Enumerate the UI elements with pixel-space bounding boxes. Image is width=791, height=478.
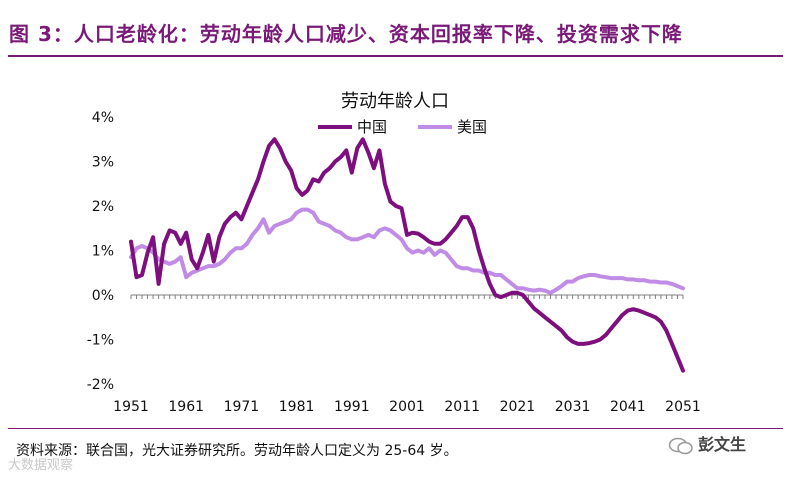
x-tick-label: 1991 bbox=[334, 399, 370, 415]
y-tick-label: -2% bbox=[87, 377, 114, 393]
legend: 中国 美国 bbox=[318, 118, 487, 136]
x-tick-label: 2001 bbox=[389, 399, 425, 415]
x-tick-label: 2041 bbox=[610, 399, 646, 415]
x-tick-label: 2011 bbox=[444, 399, 480, 415]
legend-label-us: 美国 bbox=[457, 118, 487, 136]
source-note: 资料来源：联合国，光大证券研究所。劳动年龄人口定义为 25-64 岁。 bbox=[16, 443, 458, 459]
source-divider bbox=[8, 428, 783, 429]
plot-area bbox=[129, 137, 685, 373]
x-tick-label: 2031 bbox=[555, 399, 591, 415]
wechat-icon bbox=[668, 437, 693, 454]
title-divider bbox=[8, 55, 783, 57]
y-tick-label: 4% bbox=[92, 110, 114, 126]
y-tick-label: 3% bbox=[92, 155, 114, 171]
chart-title: 劳动年龄人口 bbox=[341, 91, 449, 112]
x-tick-label: 1971 bbox=[224, 399, 260, 415]
y-tick-label: 1% bbox=[92, 244, 114, 260]
watermark-right-text: 彭文生 bbox=[698, 435, 747, 454]
x-tick-label: 1961 bbox=[168, 399, 204, 415]
figure-title: 图 3：人口老龄化：劳动年龄人口减少、资本回报率下降、投资需求下降 bbox=[9, 22, 683, 46]
y-tick-label: -1% bbox=[87, 333, 114, 349]
y-tick-label: 2% bbox=[92, 199, 114, 215]
watermark-left: 大数据观察 bbox=[8, 458, 74, 473]
series-line-china bbox=[129, 137, 685, 373]
y-axis: -2% -1% 0% 1% 2% 3% 4% bbox=[87, 110, 114, 393]
x-tick-label: 2021 bbox=[500, 399, 536, 415]
legend-label-china: 中国 bbox=[357, 118, 387, 136]
x-axis: 1951 1961 1971 1981 1991 2001 2011 2021 2031 2041… bbox=[113, 294, 701, 415]
x-tick-label: 1951 bbox=[113, 399, 149, 415]
watermark-right: 彭文生 bbox=[668, 431, 746, 455]
x-tick-label: 2051 bbox=[665, 399, 701, 415]
series-line-us bbox=[129, 207, 685, 295]
y-tick-label: 0% bbox=[92, 288, 114, 304]
x-tick-label: 1981 bbox=[279, 399, 315, 415]
